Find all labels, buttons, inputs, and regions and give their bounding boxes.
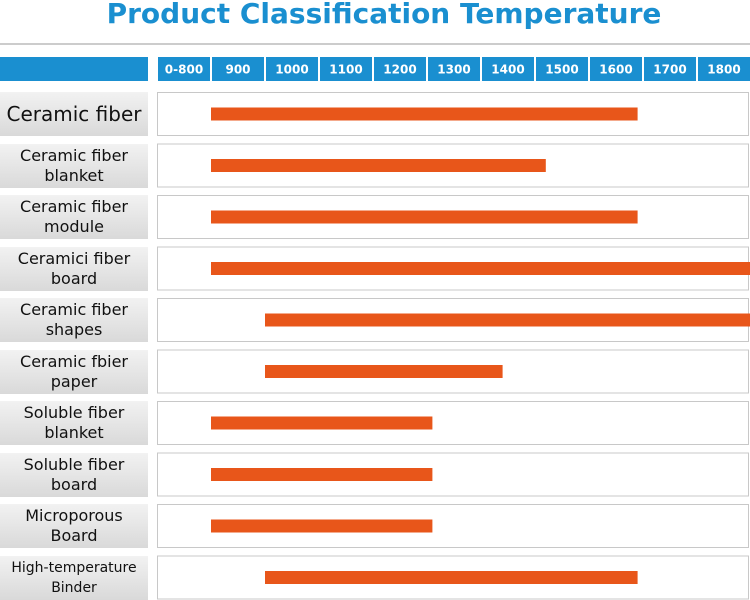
header-cell xyxy=(158,57,210,81)
x-tick-label: 900 xyxy=(225,63,250,77)
header-cell xyxy=(428,57,480,81)
bar xyxy=(265,365,503,378)
header-cell xyxy=(590,57,642,81)
category-label: Ceramici fiber board xyxy=(0,246,148,291)
category-label: Ceramic fiber shapes xyxy=(0,298,148,342)
bar xyxy=(265,571,638,584)
category-label: Ceramic fiber xyxy=(0,92,148,136)
category-label: High-temperature Binder xyxy=(0,555,148,600)
header-cell xyxy=(266,57,318,81)
bar xyxy=(211,519,433,533)
category-label: Soluble fiber board xyxy=(0,452,148,497)
bar xyxy=(211,416,433,430)
bar xyxy=(211,159,546,172)
x-tick-label: 1200 xyxy=(383,63,416,77)
header-cell xyxy=(536,57,588,81)
header-cell xyxy=(320,57,372,81)
header-cell xyxy=(482,57,534,81)
x-tick-label: 1600 xyxy=(599,63,632,77)
bar xyxy=(211,107,638,121)
bar xyxy=(265,313,750,327)
header-cell xyxy=(644,57,696,81)
category-label: Microporous Board xyxy=(0,504,148,548)
x-tick-label: 1500 xyxy=(545,63,578,77)
header-cell xyxy=(698,57,750,81)
category-label: Ceramic fbier paper xyxy=(0,349,148,394)
chart-title: Product Classification Temperature xyxy=(107,0,662,30)
x-tick-label: 1400 xyxy=(491,63,524,77)
header-cell xyxy=(212,57,264,81)
x-tick-label: 1700 xyxy=(653,63,686,77)
x-tick-label: 1100 xyxy=(329,63,362,77)
header-corner xyxy=(0,57,148,81)
x-tick-label: 1800 xyxy=(707,63,740,77)
bar xyxy=(211,262,750,275)
x-tick-label: 0-800 xyxy=(165,63,203,77)
header-cell xyxy=(374,57,426,81)
category-label: Ceramic fiber blanket xyxy=(0,143,148,188)
x-tick-label: 1000 xyxy=(275,63,308,77)
bar xyxy=(211,210,638,224)
bar xyxy=(211,468,433,481)
category-label: Soluble fiber blanket xyxy=(0,401,148,445)
category-label: Ceramic fiber module xyxy=(0,195,148,239)
x-tick-label: 1300 xyxy=(437,63,470,77)
